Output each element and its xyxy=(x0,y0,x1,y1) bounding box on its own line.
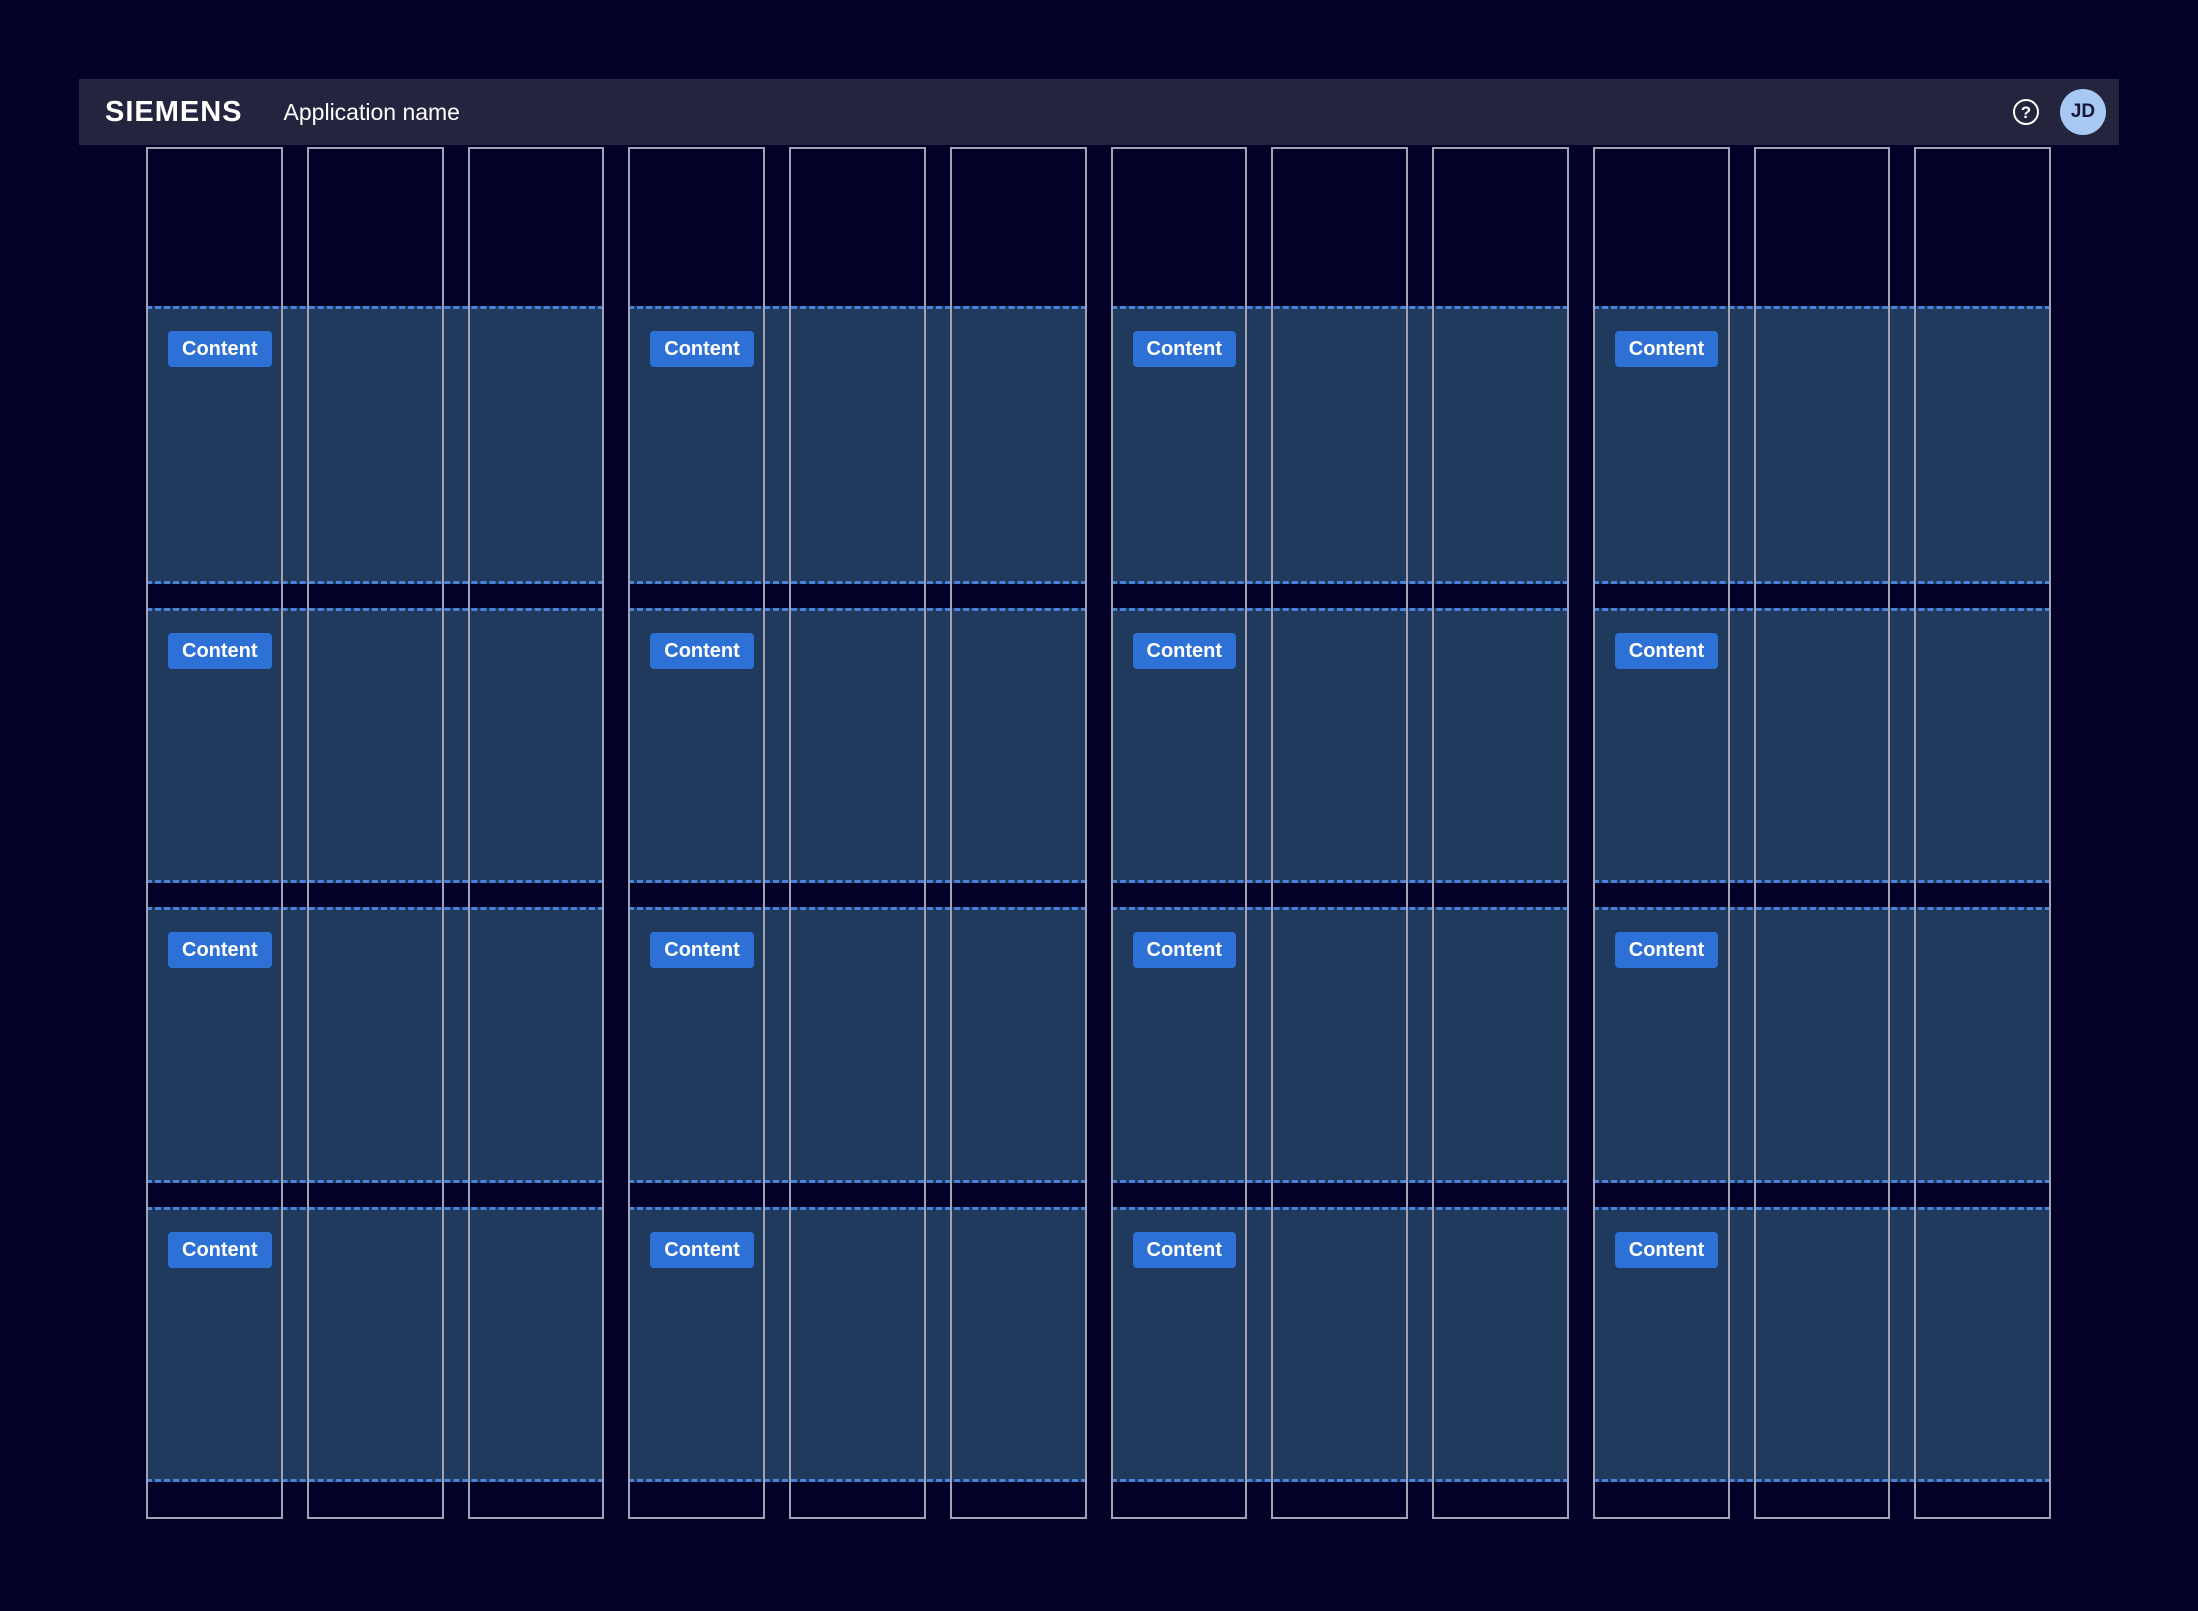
content-block: Content xyxy=(1592,306,2051,584)
content-block: Content xyxy=(1110,306,1569,584)
help-glyph: ? xyxy=(2020,102,2032,122)
content-button[interactable]: Content xyxy=(650,932,754,968)
user-avatar[interactable]: JD xyxy=(2060,89,2106,135)
avatar-initials: JD xyxy=(2070,101,2096,122)
content-block: Content xyxy=(146,1207,605,1482)
content-button[interactable]: Content xyxy=(1132,932,1237,968)
content-button[interactable]: Content xyxy=(168,633,272,669)
app-title: Application name xyxy=(283,98,460,125)
content-button[interactable]: Content xyxy=(168,1232,272,1268)
content-button[interactable]: Content xyxy=(168,331,272,367)
help-icon[interactable]: ? xyxy=(2013,99,2039,125)
content-block: Content xyxy=(1592,1207,2051,1482)
content-button[interactable]: Content xyxy=(1614,633,1719,669)
content-button[interactable]: Content xyxy=(650,633,754,669)
content-button[interactable]: Content xyxy=(1132,633,1237,669)
content-button[interactable]: Content xyxy=(650,1232,754,1268)
content-block: Content xyxy=(628,306,1087,584)
content-button[interactable]: Content xyxy=(1132,1232,1237,1268)
content-block: Content xyxy=(1110,1207,1569,1482)
content-button[interactable]: Content xyxy=(650,331,754,367)
content-block: Content xyxy=(146,907,605,1183)
content-button[interactable]: Content xyxy=(1614,1232,1719,1268)
content-button[interactable]: Content xyxy=(1614,331,1719,367)
siemens-logo: SIEMENS xyxy=(105,95,243,128)
layout-grid: Content Content Content Content Content … xyxy=(146,147,2051,1520)
content-block: Content xyxy=(1110,907,1569,1183)
content-block: Content xyxy=(628,1207,1087,1482)
content-block: Content xyxy=(1110,608,1569,883)
content-button[interactable]: Content xyxy=(1132,331,1237,367)
content-block: Content xyxy=(1592,608,2051,883)
content-block: Content xyxy=(146,306,605,584)
content-button[interactable]: Content xyxy=(168,932,272,968)
content-block: Content xyxy=(628,608,1087,883)
content-block: Content xyxy=(628,907,1087,1183)
content-block: Content xyxy=(146,608,605,883)
app-header: SIEMENS Application name ? JD xyxy=(79,79,2119,145)
content-button[interactable]: Content xyxy=(1614,932,1719,968)
content-block: Content xyxy=(1592,907,2051,1183)
